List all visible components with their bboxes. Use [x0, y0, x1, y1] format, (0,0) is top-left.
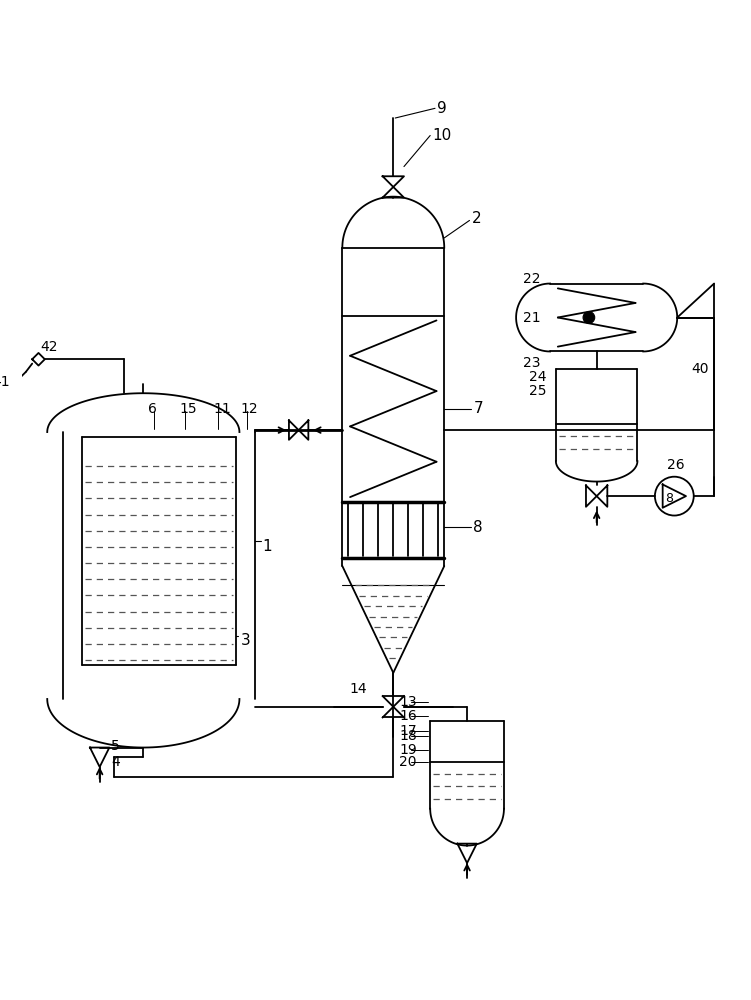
Text: 41: 41	[0, 375, 10, 389]
Text: 21: 21	[523, 311, 541, 325]
Text: 18: 18	[399, 729, 417, 743]
Text: 8: 8	[473, 520, 483, 535]
Text: 15: 15	[179, 402, 197, 416]
Text: 14: 14	[350, 682, 367, 696]
Text: 3: 3	[240, 633, 250, 648]
Text: 2: 2	[472, 211, 481, 226]
Text: 24: 24	[529, 370, 546, 384]
Text: 5: 5	[111, 739, 120, 753]
Text: 10: 10	[432, 128, 451, 143]
Text: 25: 25	[529, 384, 546, 398]
Text: 12: 12	[240, 402, 258, 416]
Text: 19: 19	[399, 743, 417, 757]
Text: 42: 42	[41, 340, 58, 354]
Text: 23: 23	[523, 356, 541, 370]
Text: 8: 8	[665, 492, 674, 505]
Text: 9: 9	[437, 101, 447, 116]
Text: 17: 17	[399, 724, 417, 738]
Text: 13: 13	[399, 695, 417, 709]
Text: 11: 11	[213, 402, 231, 416]
Text: 7: 7	[473, 401, 483, 416]
Circle shape	[583, 312, 595, 323]
Text: 26: 26	[667, 458, 684, 472]
Text: 40: 40	[691, 362, 708, 376]
Text: 20: 20	[399, 755, 417, 769]
Text: 6: 6	[148, 402, 157, 416]
Text: 22: 22	[523, 272, 541, 286]
Text: 1: 1	[263, 539, 273, 554]
Text: 16: 16	[399, 709, 417, 723]
Text: 4: 4	[111, 755, 120, 769]
